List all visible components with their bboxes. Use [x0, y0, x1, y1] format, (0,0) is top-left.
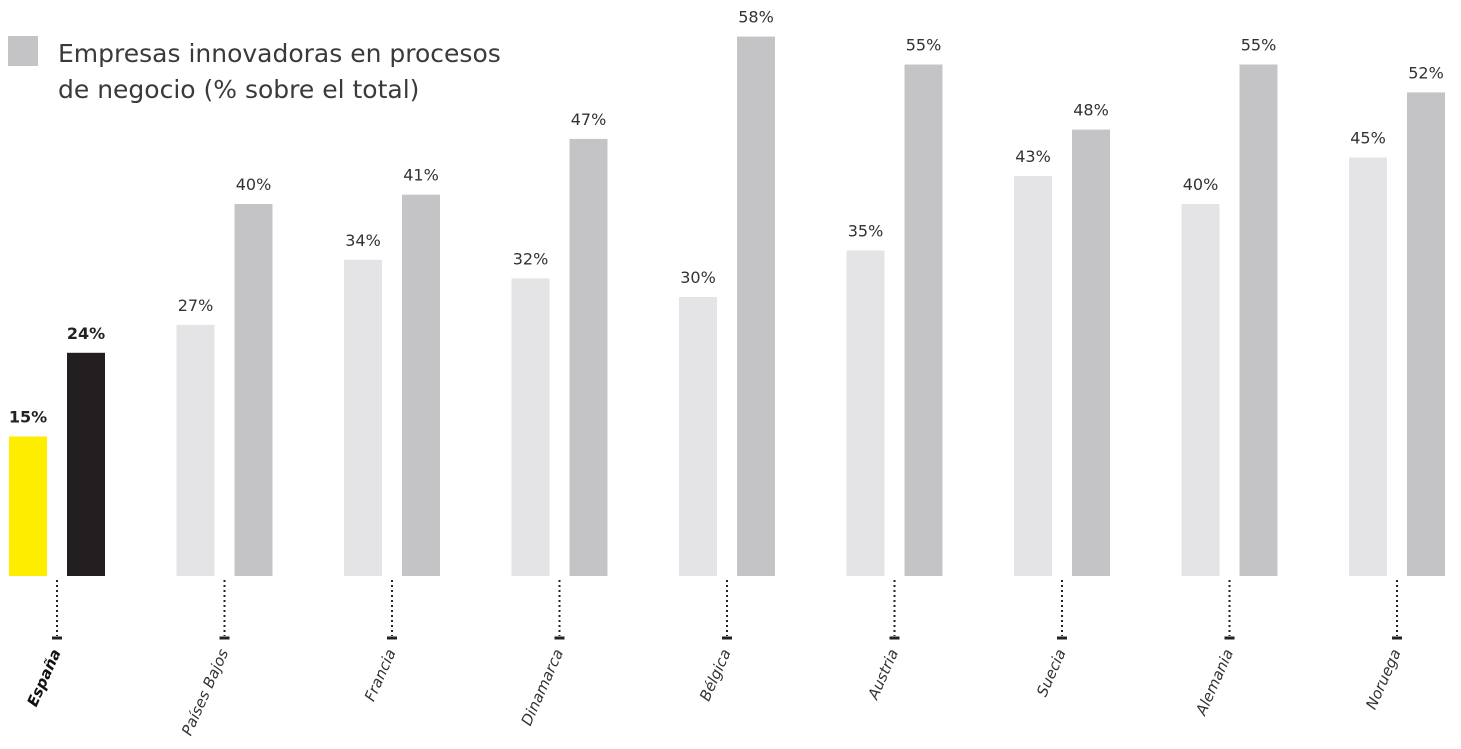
- bar-a-8: [1349, 157, 1387, 576]
- category-markers-layer: España Países Bajos Francia Dinamarca Bélgic…: [23, 580, 1405, 738]
- legend-swatch: [8, 36, 38, 66]
- value-label-b-4: 58%: [738, 8, 774, 27]
- legend-label: Empresas innovadoras en procesos de nego…: [58, 39, 501, 104]
- category-label-8: Noruega: [1362, 646, 1404, 712]
- bar-b-5: [904, 64, 943, 576]
- value-label-a-7: 40%: [1183, 175, 1219, 194]
- category-label-3: Dinamarca: [517, 646, 567, 728]
- value-label-b-5: 55%: [906, 36, 942, 55]
- category-label-4: Bélgica: [696, 646, 735, 703]
- value-label-b-2: 41%: [403, 166, 439, 185]
- bar-b-2: [402, 194, 440, 576]
- bar-b-8: [1407, 92, 1445, 577]
- bar-a-3: [511, 278, 550, 576]
- category-label-5: Austria: [864, 646, 902, 703]
- category-label-7: Alemania: [1192, 646, 1237, 718]
- bar-a-1: [176, 324, 215, 576]
- category-label-6: Suecia: [1033, 646, 1070, 699]
- bar-b-4: [737, 36, 775, 577]
- value-label-b-8: 52%: [1408, 63, 1444, 82]
- bars-layer: [9, 36, 1445, 577]
- value-label-b-1: 40%: [236, 175, 272, 194]
- value-label-b-6: 48%: [1073, 101, 1109, 120]
- bar-a-5: [846, 250, 885, 576]
- value-label-a-3: 32%: [513, 249, 549, 268]
- category-label-1: Países Bajos: [178, 646, 232, 738]
- value-label-b-7: 55%: [1241, 36, 1277, 55]
- bar-b-1: [234, 204, 273, 576]
- bar-b-3: [569, 138, 608, 576]
- value-label-a-1: 27%: [178, 296, 214, 315]
- value-label-b-0: 24%: [67, 324, 105, 343]
- bar-a-6: [1014, 176, 1052, 576]
- value-label-a-2: 34%: [345, 231, 381, 250]
- bar-a-7: [1181, 204, 1220, 576]
- value-labels-layer: 15% 24% 27% 40% 34% 41% 32% 47% 30% 58% 35% 55% 43% 4…: [9, 8, 1444, 427]
- value-label-b-3: 47%: [571, 110, 607, 129]
- bar-b-0: [67, 352, 105, 576]
- value-label-a-5: 35%: [848, 222, 884, 241]
- bar-b-7: [1239, 64, 1278, 576]
- bar-b-6: [1072, 129, 1110, 576]
- value-label-a-6: 43%: [1015, 147, 1051, 166]
- value-label-a-0: 15%: [9, 408, 47, 427]
- value-label-a-8: 45%: [1350, 129, 1386, 148]
- bar-a-4: [679, 297, 717, 576]
- category-label-2: Francia: [361, 646, 400, 704]
- value-label-a-4: 30%: [680, 268, 716, 287]
- bar-a-2: [344, 259, 382, 576]
- bar-a-0: [9, 436, 47, 576]
- category-label-0: España: [23, 646, 64, 709]
